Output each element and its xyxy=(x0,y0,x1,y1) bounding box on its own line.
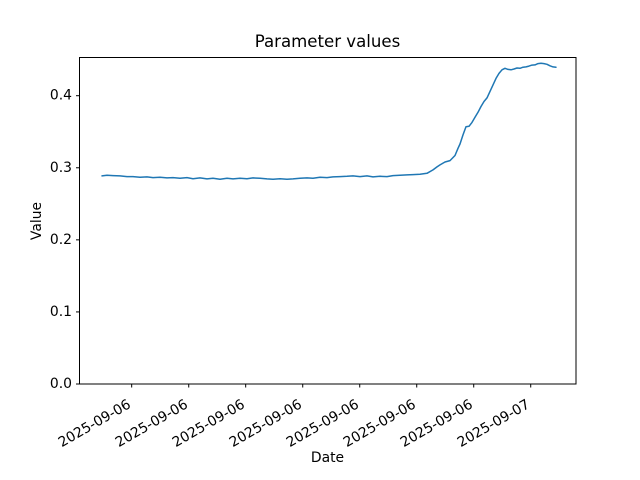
chart-title: Parameter values xyxy=(254,32,401,51)
y-tick-label: 0.3 xyxy=(50,160,72,176)
axes-spines xyxy=(79,57,577,385)
data-line xyxy=(101,62,557,180)
y-tick-label: 0.2 xyxy=(50,232,72,248)
y-tick-label: 0.4 xyxy=(50,88,72,104)
x-axis-label: Date xyxy=(310,450,345,466)
y-tick-label: 0.0 xyxy=(50,376,72,392)
y-tick-label: 0.1 xyxy=(50,304,72,320)
